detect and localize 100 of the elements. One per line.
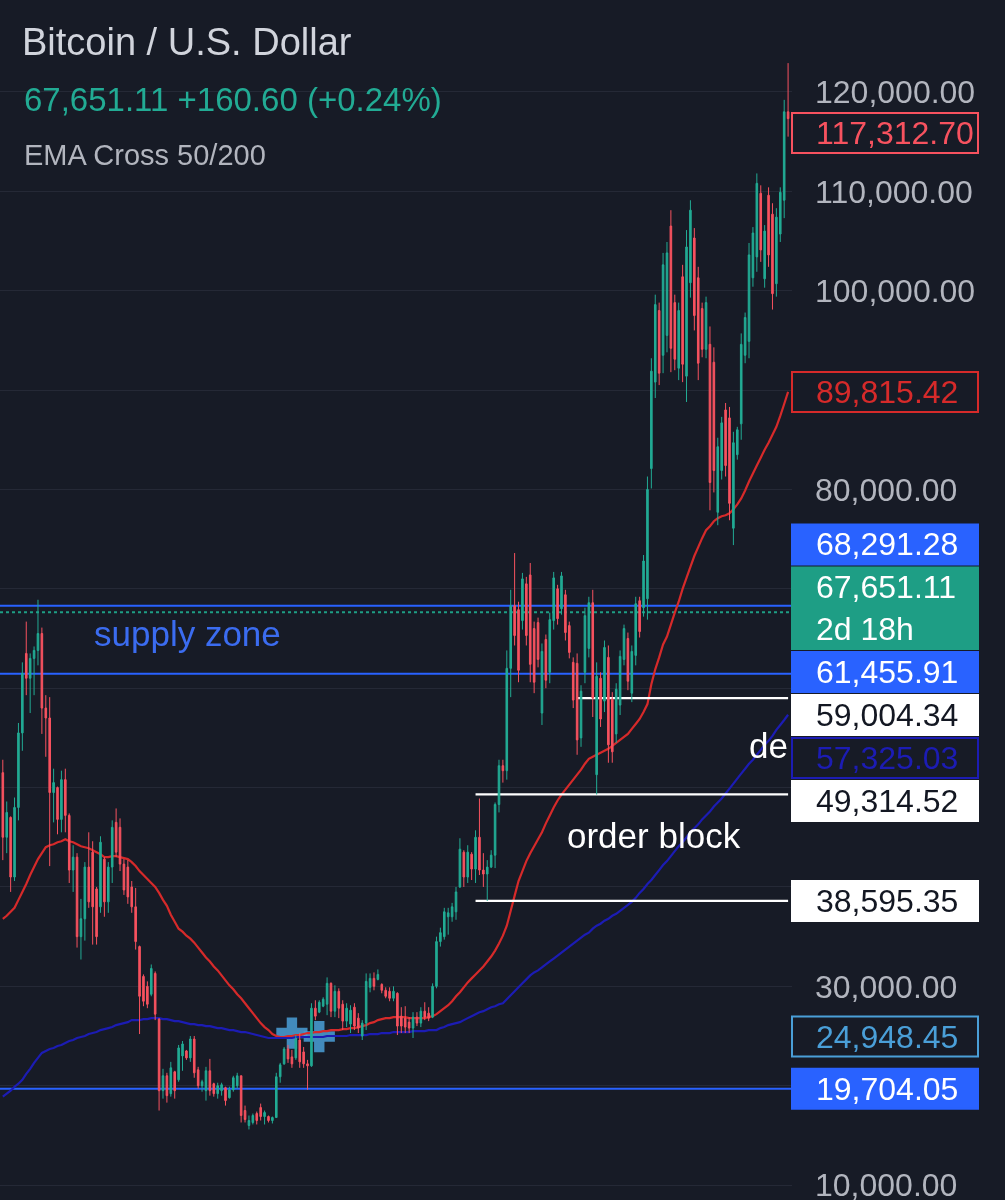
candlestick <box>681 264 684 383</box>
candlestick <box>60 770 63 833</box>
candlestick <box>607 644 610 764</box>
candlestick <box>251 1113 255 1125</box>
candlestick <box>595 661 598 796</box>
candlestick <box>169 1061 173 1098</box>
data-label: 89,815.42 <box>816 374 959 410</box>
candlestick <box>177 1044 180 1083</box>
candlestick <box>317 999 321 1014</box>
candlestick <box>235 1072 239 1090</box>
candlestick <box>161 1068 165 1100</box>
candlestick <box>427 1006 430 1022</box>
candlestick <box>99 835 102 914</box>
candlestick <box>216 1082 219 1100</box>
annotation: supply zone <box>94 614 281 653</box>
candlestick <box>575 652 579 756</box>
candlestick <box>677 302 680 381</box>
candlestick <box>759 184 763 263</box>
candlestick <box>388 986 391 1002</box>
candlestick <box>380 982 384 994</box>
candlestick <box>149 963 153 997</box>
candlestick <box>294 1034 298 1061</box>
candlestick <box>591 589 595 718</box>
candlestick <box>189 1035 192 1063</box>
ref-line-label: 68,291.28 <box>816 526 959 562</box>
y-tick-label: 30,000.00 <box>815 968 958 1005</box>
line-series <box>1 713 790 1098</box>
candlestick <box>470 851 473 881</box>
candlestick <box>24 621 28 696</box>
candlestick <box>286 1044 290 1064</box>
candlestick <box>396 991 399 1036</box>
candlestick <box>392 985 395 1002</box>
candlestick <box>325 976 329 1016</box>
ref-line-label: 61,455.91 <box>816 654 959 690</box>
candlestick <box>185 1049 188 1061</box>
text: 24,948.45 <box>816 1019 959 1055</box>
candlestick <box>157 1017 161 1112</box>
y-tick-label: 100,000.00 <box>815 272 976 309</box>
candlestick <box>603 640 606 713</box>
data-label: 49,314.52 <box>816 783 959 819</box>
candlestick <box>353 1002 356 1031</box>
candlestick <box>220 1082 223 1097</box>
candlestick <box>423 1001 427 1021</box>
candlestick <box>462 849 466 888</box>
candlestick <box>48 696 51 867</box>
y-tick-label: 110,000.00 <box>815 173 973 210</box>
y-tick-label: 80,000.00 <box>815 471 958 508</box>
candlestick <box>556 584 559 626</box>
candlestick <box>708 325 712 511</box>
candlestick <box>1 759 5 861</box>
text: 67,651.11 +160.60 (+0.24%) <box>24 81 442 118</box>
candlestick <box>153 970 157 1021</box>
ref-line-label: 67,651.11 2d 18h <box>816 569 956 647</box>
candlestick <box>56 786 59 835</box>
candlestick <box>259 1103 262 1121</box>
candlestick <box>638 596 641 639</box>
candlestick <box>626 632 630 691</box>
annotation: EMA Cross 50/200 <box>24 139 266 171</box>
candlestick <box>466 844 470 884</box>
candlestick <box>239 1075 243 1123</box>
ref-line-label: 19,704.05 <box>816 1071 959 1107</box>
candlestick <box>560 571 563 616</box>
candlestick <box>403 1005 407 1034</box>
candlestick <box>540 642 544 726</box>
candlestick <box>349 1004 352 1034</box>
candlestick <box>247 1115 251 1130</box>
candlestick <box>9 815 12 893</box>
candlestick <box>501 759 505 784</box>
line-series <box>1 390 790 1039</box>
candlestick <box>267 1116 270 1123</box>
candlestick <box>165 1072 169 1104</box>
candlestick <box>204 1066 208 1102</box>
y-tick-label: 120,000.00 <box>815 74 976 111</box>
candlestick <box>474 829 477 884</box>
data-label: 59,004.34 <box>816 697 959 733</box>
candlestick <box>728 406 731 521</box>
candlestick <box>224 1086 227 1107</box>
candlestick <box>208 1058 212 1097</box>
text: Bitcoin / U.S. Dollar <box>22 21 352 64</box>
candlestick <box>669 209 673 373</box>
candlestick <box>314 999 317 1021</box>
candlestick <box>329 981 333 1018</box>
candlestick <box>544 634 548 689</box>
candlestick <box>763 224 766 289</box>
candlestick <box>657 302 661 386</box>
candlestick <box>52 768 55 823</box>
candlestick <box>376 968 380 980</box>
candlestick <box>103 856 106 918</box>
candlestick <box>732 431 735 546</box>
candlestick <box>333 984 337 1018</box>
candlestick <box>415 1011 419 1027</box>
candlestick <box>419 1006 423 1028</box>
data-label: 57,325.03 <box>816 740 959 776</box>
candlestick <box>599 671 602 728</box>
candlestick <box>263 1110 266 1125</box>
candlestick <box>71 844 75 893</box>
candlestick <box>646 476 649 621</box>
candlestick <box>579 684 583 748</box>
candlestick <box>411 1011 415 1039</box>
candlestick <box>5 800 9 854</box>
